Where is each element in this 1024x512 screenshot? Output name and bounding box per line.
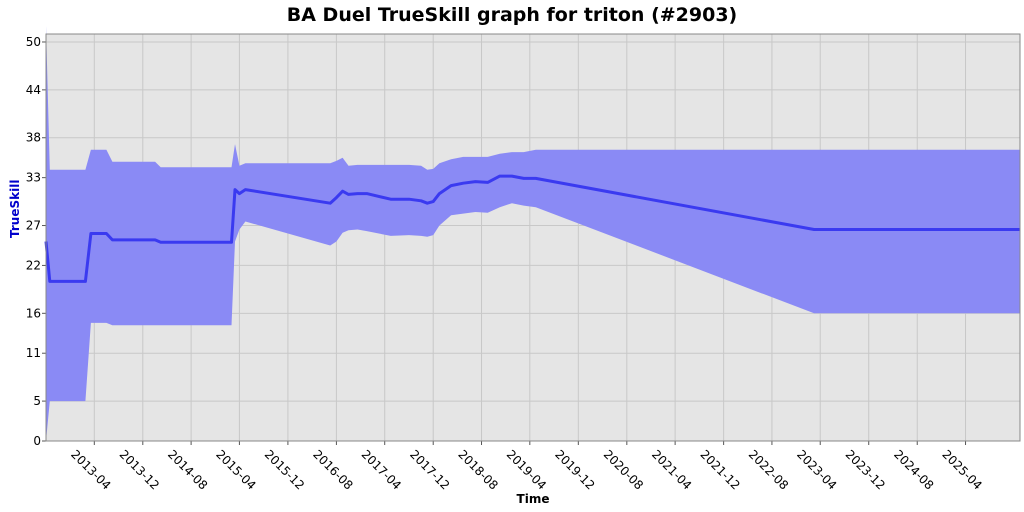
trueskill-mean-line (44, 174, 1020, 283)
x-tick-label: 2015-12 (262, 447, 307, 492)
y-tick-label: 22 (26, 258, 41, 272)
x-tick-label: 2017-04 (359, 447, 404, 492)
y-tick-label: 5 (33, 394, 41, 408)
x-tick-label: 2017-12 (407, 447, 452, 492)
y-axis: 0 5 11 16 22 27 33 38 44 50 (26, 35, 46, 448)
x-tick-label: 2021-12 (698, 447, 743, 492)
y-tick-label: 38 (26, 131, 41, 145)
x-tick-label: 2025-04 (939, 447, 984, 492)
x-tick-label: 2022-08 (746, 447, 791, 492)
x-tick-label: 2023-12 (843, 447, 888, 492)
x-tick-label: 2020-08 (601, 447, 646, 492)
x-tick-label: 2013-04 (68, 447, 113, 492)
x-tick-label: 2018-08 (455, 447, 500, 492)
y-tick-label: 16 (26, 306, 41, 320)
x-tick-label: 2015-04 (213, 447, 258, 492)
confidence-band (46, 26, 1020, 441)
y-tick-label: 0 (33, 434, 41, 448)
y-tick-label: 50 (26, 35, 41, 49)
y-tick-label: 27 (26, 219, 41, 233)
plot-border (45, 33, 1021, 442)
x-tick-label: 2024-08 (891, 447, 936, 492)
x-tick-label: 2016-08 (310, 447, 355, 492)
chart-title: BA Duel TrueSkill graph for triton (#290… (286, 4, 738, 26)
y-tick-label: 44 (26, 83, 41, 97)
y-tick-label: 11 (26, 346, 41, 360)
x-tick-label: 2023-04 (794, 447, 839, 492)
x-tick-label: 2014-08 (165, 447, 210, 492)
y-tick-label: 33 (26, 171, 41, 185)
x-tick-label: 2019-04 (504, 447, 549, 492)
x-tick-label: 2013-12 (117, 447, 162, 492)
x-axis-label: Time (517, 492, 550, 506)
x-axis: 2013-04 2013-12 2014-08 2015-04 2015-12 2016-… (68, 441, 985, 493)
x-tick-label: 2019-12 (552, 447, 597, 492)
x-tick-label: 2021-04 (649, 447, 694, 492)
